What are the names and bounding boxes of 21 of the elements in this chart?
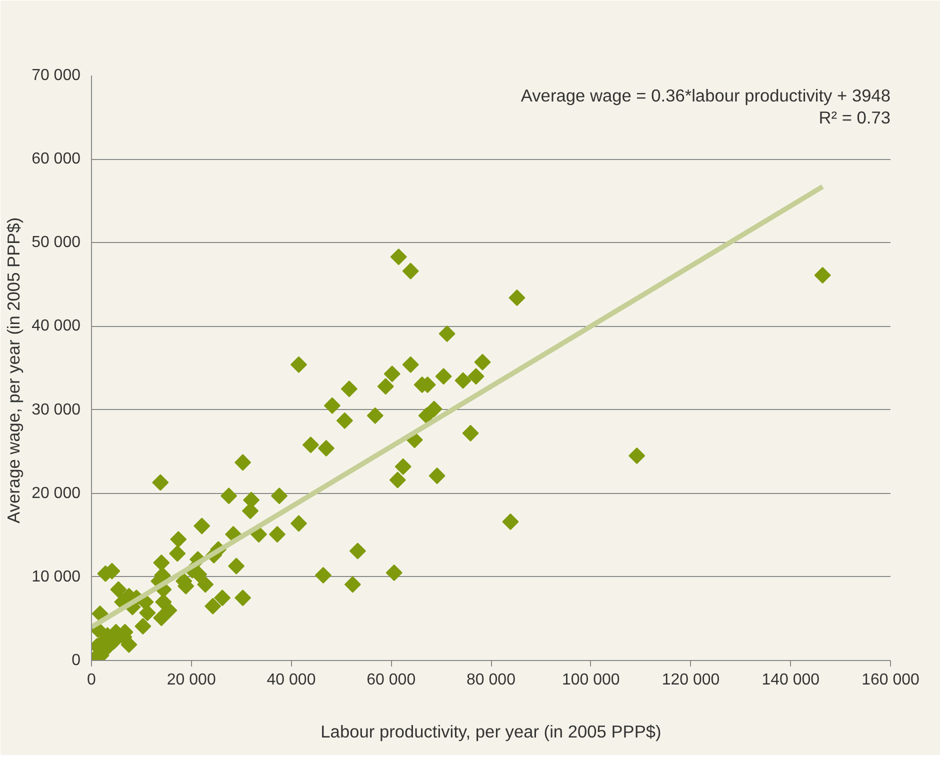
x-tick-label: 160 000 bbox=[862, 672, 920, 688]
x-tick-label: 80 000 bbox=[466, 672, 516, 688]
y-tick-label: 30 000 bbox=[32, 401, 81, 418]
y-tick-label: 50 000 bbox=[32, 234, 81, 252]
x-tick-label: 0 bbox=[87, 672, 96, 688]
y-tick-label: 10 000 bbox=[32, 568, 81, 586]
x-tick-label: 100 000 bbox=[562, 672, 620, 688]
annotation: Average wage = 0.36*labour productivity + 3948 bbox=[520, 86, 891, 106]
x-axis-title: Labour productivity, per year (in 2005 PPP$) bbox=[320, 722, 662, 742]
x-tick-label: 120 000 bbox=[662, 672, 720, 688]
x-tick-label: 60 000 bbox=[366, 672, 416, 688]
x-tick-label: 20 000 bbox=[166, 672, 216, 688]
y-tick-label: 20 000 bbox=[32, 484, 81, 502]
annotation: R² = 0.73 bbox=[818, 108, 891, 128]
y-tick-label: 60 000 bbox=[32, 150, 81, 168]
x-tick-label: 140 000 bbox=[762, 672, 820, 688]
x-tick-label: 40 000 bbox=[266, 672, 316, 688]
y-tick-label: 40 000 bbox=[32, 318, 81, 335]
y-tick-label: 0 bbox=[72, 652, 81, 669]
y-axis-title: Average wage, per year (in 2005 PPP$) bbox=[4, 217, 24, 524]
y-tick-label: 70 000 bbox=[32, 67, 81, 84]
